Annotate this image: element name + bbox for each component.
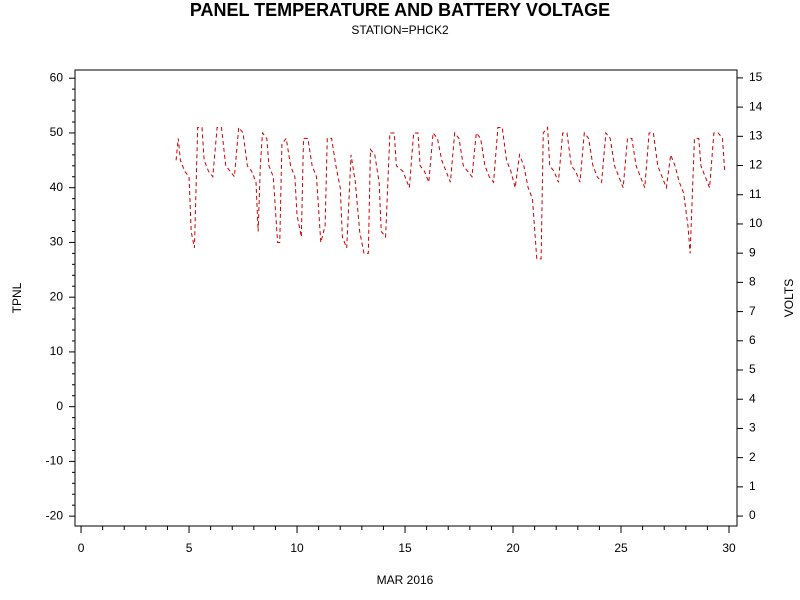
- y2-tick-label: 13: [749, 128, 763, 142]
- y2-tick-label: 7: [749, 304, 756, 318]
- y-tick-label: 40: [50, 180, 64, 194]
- y-tick-label: -20: [46, 508, 64, 522]
- y2-tick-label: 4: [749, 391, 756, 405]
- y2-tick-label: 5: [749, 362, 756, 376]
- y-tick-label: -10: [46, 454, 64, 468]
- plot-frame: [74, 69, 738, 527]
- chart-subtitle: STATION=PHCK2: [351, 23, 449, 37]
- y-tick-label: 0: [56, 399, 63, 413]
- y2-tick-label: 11: [749, 187, 762, 201]
- y2-tick-label: 10: [749, 216, 763, 230]
- y2-tick-label: 14: [749, 99, 763, 113]
- y-axis-label: TPNL: [10, 282, 24, 313]
- y2-tick-label: 12: [749, 158, 763, 172]
- y2-axis-label: VOLTS: [782, 279, 796, 317]
- y-tick-label: 60: [50, 70, 64, 84]
- x-tick-label: 25: [614, 541, 628, 555]
- x-tick-label: 30: [722, 541, 736, 555]
- data-line: [175, 126, 726, 260]
- y2-tick-label: 0: [749, 508, 756, 522]
- y-tick-label: 30: [50, 235, 64, 249]
- x-tick-label: 0: [78, 541, 85, 555]
- y2-tick-label: 15: [749, 70, 763, 84]
- x-tick-label: 5: [186, 541, 193, 555]
- y-tick-label: 50: [50, 125, 64, 139]
- y2-tick-label: 8: [749, 275, 756, 289]
- chart-title: PANEL TEMPERATURE AND BATTERY VOLTAGE: [190, 0, 610, 20]
- y2-tick-label: 9: [749, 245, 756, 259]
- y-tick-label: 10: [50, 344, 64, 358]
- x-tick-label: 20: [506, 541, 520, 555]
- x-tick-label: 10: [290, 541, 304, 555]
- y2-tick-label: 2: [749, 450, 756, 464]
- y2-tick-label: 1: [749, 479, 756, 493]
- y2-tick-label: 3: [749, 421, 756, 435]
- y2-tick-label: 6: [749, 333, 756, 347]
- y-tick-label: 20: [50, 289, 64, 303]
- x-tick-label: 15: [398, 541, 412, 555]
- x-axis-label: MAR 2016: [377, 573, 434, 587]
